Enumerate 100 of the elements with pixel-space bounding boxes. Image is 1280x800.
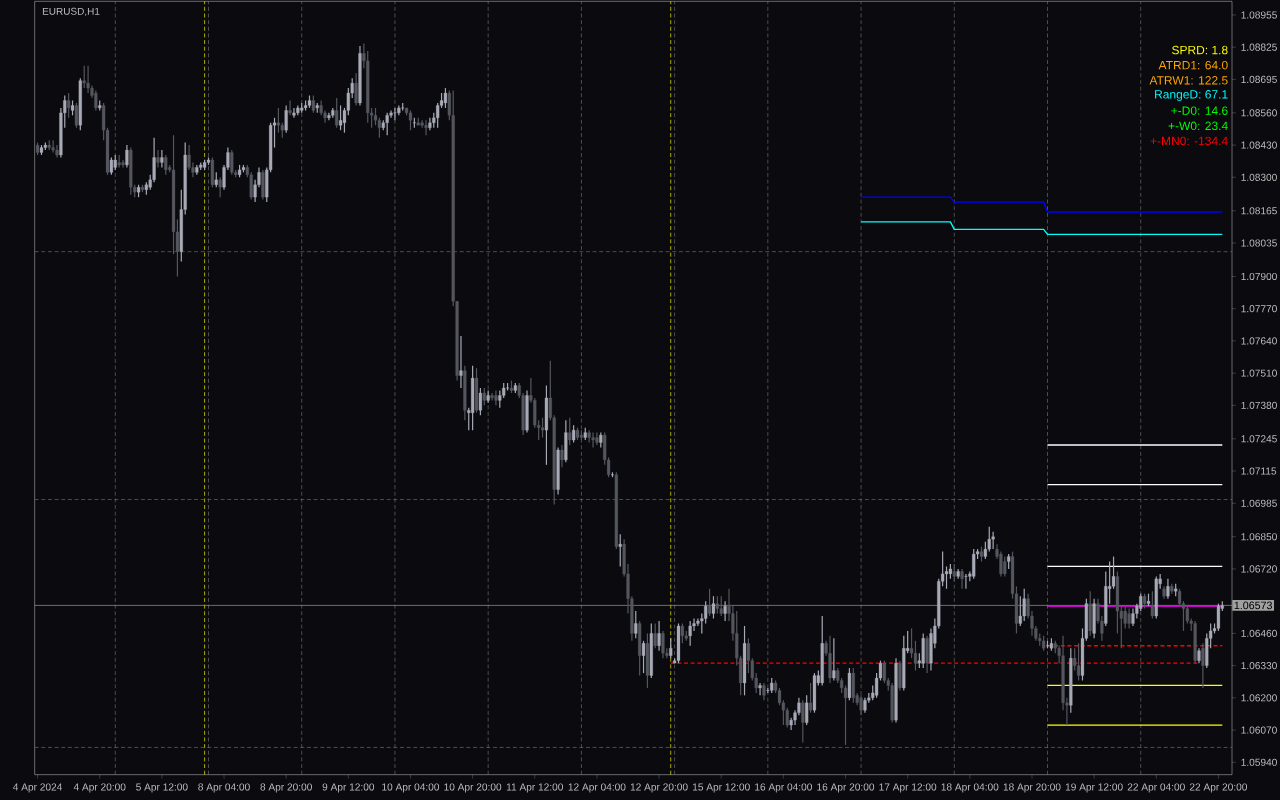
x-tick-label: 9 Apr 12:00 <box>322 783 375 793</box>
candlestick <box>1088 590 1092 637</box>
candlestick <box>847 667 852 701</box>
candlestick <box>972 548 976 580</box>
ref-line-label: 1.06573 <box>1234 601 1272 610</box>
x-tick-label: 8 Apr 04:00 <box>198 783 250 793</box>
y-tick-label: 1.06330 <box>1241 662 1277 670</box>
y-tick-label: 1.08695 <box>1241 75 1277 83</box>
x-tick-label: 4 Apr 20:00 <box>73 783 126 793</box>
y-tick-label: 1.06850 <box>1241 533 1277 541</box>
y-tick-label: 1.07380 <box>1241 401 1277 409</box>
candlestick <box>649 622 653 679</box>
candlestick <box>1150 590 1154 620</box>
x-tick-label: 22 Apr 04:00 <box>1127 783 1185 793</box>
candlestick <box>338 104 343 131</box>
y-tick-label: 1.06200 <box>1241 694 1277 702</box>
x-tick-label: 12 Apr 20:00 <box>630 783 688 793</box>
candlestick <box>1018 595 1022 627</box>
annotation: +-MN0: -134.4 <box>1150 136 1228 146</box>
candlestick <box>276 107 281 134</box>
candlestick <box>634 610 638 639</box>
candlestick <box>641 640 646 674</box>
candlestick <box>1069 647 1073 714</box>
y-tick-label: 1.07640 <box>1241 337 1277 345</box>
candlestick <box>210 156 214 188</box>
candlestick <box>67 92 71 119</box>
candlestick <box>808 682 813 714</box>
y-tick-label: 1.08035 <box>1241 239 1277 247</box>
y-tick-label: 1.07245 <box>1241 435 1277 443</box>
candlestick <box>680 622 684 644</box>
candlestick <box>707 588 712 617</box>
candlestick <box>742 625 747 696</box>
x-tick-label: 15 Apr 12:00 <box>692 783 750 793</box>
annotation: +-D0: 14.6 <box>1171 106 1228 115</box>
y-tick-label: 1.06460 <box>1241 629 1277 637</box>
candlestick <box>812 672 817 714</box>
y-tick-label: 1.06985 <box>1241 499 1277 507</box>
candlestick <box>653 622 657 649</box>
candlestick <box>688 620 692 647</box>
candlestick <box>851 667 855 704</box>
candlestick <box>902 635 906 691</box>
x-tick-label: 22 Apr 20:00 <box>1189 783 1248 793</box>
candlestick <box>129 146 133 196</box>
candlestick <box>1003 555 1007 577</box>
annotation: ATRW1: 122.5 <box>1149 76 1228 85</box>
x-tick-label: 12 Apr 04:00 <box>568 783 626 793</box>
x-tick-label: 10 Apr 20:00 <box>444 783 502 793</box>
annotation: SPRD: 1.8 <box>1172 45 1228 55</box>
y-tick-label: 1.07770 <box>1241 305 1277 313</box>
x-tick-label: 18 Apr 04:00 <box>941 783 999 793</box>
candlestick <box>1154 575 1158 620</box>
candlestick <box>284 104 288 134</box>
x-tick-label: 16 Apr 20:00 <box>817 783 875 793</box>
candlestick <box>645 632 650 689</box>
y-tick-label: 1.06720 <box>1241 565 1277 573</box>
x-tick-label: 17 Apr 12:00 <box>879 783 937 793</box>
candlestick <box>94 89 98 111</box>
y-tick-label: 1.08430 <box>1241 141 1277 149</box>
candlestick <box>614 471 618 550</box>
candlestick <box>719 595 723 617</box>
y-tick-label: 1.08560 <box>1241 109 1277 117</box>
candlestick <box>385 112 389 136</box>
candlestick <box>801 699 805 744</box>
candlestick <box>564 419 568 463</box>
text: EURUSD,H1 <box>42 7 100 17</box>
candlestick <box>74 102 79 129</box>
y-tick-label: 1.07510 <box>1241 369 1277 377</box>
candlestick <box>544 384 549 466</box>
candlestick <box>164 154 168 176</box>
candlestick <box>618 533 622 568</box>
candlestick <box>443 87 448 109</box>
x-tick-label: 16 Apr 04:00 <box>755 783 812 793</box>
annotation: +-W0: 23.4 <box>1168 121 1228 131</box>
candlestick <box>820 615 824 687</box>
candlestick <box>230 149 234 176</box>
candlestick <box>393 107 397 121</box>
y-tick-label: 1.08165 <box>1241 207 1277 215</box>
annotation: ATRD1: 64.0 <box>1158 60 1228 70</box>
candlestick <box>1216 603 1221 632</box>
y-tick-label: 1.08955 <box>1241 11 1277 19</box>
candlestick <box>1076 642 1081 682</box>
x-tick-label: 10 Apr 04:00 <box>382 783 440 793</box>
candlestick <box>78 77 82 131</box>
x-tick-label: 19 Apr 12:00 <box>1065 783 1123 793</box>
y-tick-label: 1.07900 <box>1241 272 1277 281</box>
y-tick-label: 1.08300 <box>1241 173 1277 181</box>
y-tick-label: 1.06070 <box>1241 726 1277 734</box>
y-tick-label: 1.05940 <box>1241 758 1277 766</box>
x-tick-label: 11 Apr 12:00 <box>506 783 563 793</box>
x-tick-label: 5 Apr 12:00 <box>136 783 188 793</box>
candlestick <box>921 632 925 669</box>
candlestick <box>82 65 86 89</box>
annotation: RangeD: 67.1 <box>1155 90 1228 101</box>
candlestick <box>669 637 673 659</box>
candlestick <box>1022 588 1026 622</box>
x-tick-label: 18 Apr 20:00 <box>1003 783 1061 793</box>
y-tick-label: 1.07115 <box>1241 467 1277 475</box>
candlestick <box>540 417 545 439</box>
candlestick <box>882 660 886 684</box>
x-tick-label: 8 Apr 20:00 <box>260 783 312 793</box>
